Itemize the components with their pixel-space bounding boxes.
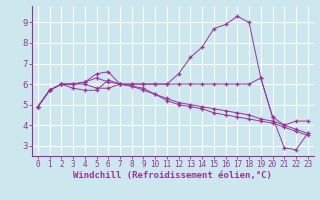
X-axis label: Windchill (Refroidissement éolien,°C): Windchill (Refroidissement éolien,°C) (73, 171, 272, 180)
